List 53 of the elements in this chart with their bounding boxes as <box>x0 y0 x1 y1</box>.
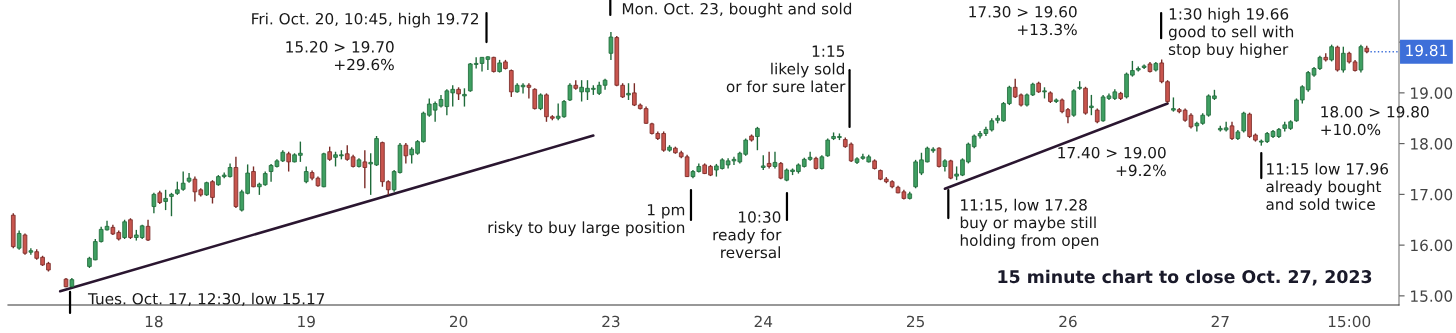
candlestick <box>403 142 409 165</box>
candlestick <box>210 179 215 205</box>
candlestick <box>509 68 514 98</box>
text: 15 minute chart to close Oct. 27, 2023 <box>998 269 1372 286</box>
annotation: 15.20 > 19.70 +29.6% <box>286 41 394 71</box>
candlestick <box>128 217 133 240</box>
candlestick <box>766 151 772 170</box>
candlestick <box>608 31 614 61</box>
annotation: 1:15 likely sold or for sure later <box>726 45 846 93</box>
y-tick-label: 18.00 <box>1411 138 1453 150</box>
candlestick <box>755 126 760 151</box>
candlestick <box>462 87 467 108</box>
annotation: 10:30 ready for reversal <box>713 211 782 259</box>
x-tick-label: 19 <box>298 315 315 328</box>
x-tick-label: 27 <box>1211 315 1229 328</box>
x-tick-label: 20 <box>449 315 468 328</box>
candlestick <box>1229 121 1235 141</box>
x-tick-label: 25 <box>907 315 924 328</box>
candlestick <box>22 232 28 256</box>
annotation: 11:15 low 17.96 already bought and sold twice <box>1266 162 1389 210</box>
x-tick-label: 18 <box>145 315 163 328</box>
y-tick-label: 15.00 <box>1411 290 1453 302</box>
candlestick <box>1358 43 1364 74</box>
x-tick-label: 26 <box>1059 315 1077 328</box>
candlestick <box>286 151 291 173</box>
annotation: Tues. Oct. 17, 12:30, low 15.17 <box>87 292 325 307</box>
y-tick-label: 16.00 <box>1411 239 1453 252</box>
y-tick-label: 17.00 <box>1411 188 1453 201</box>
candlestick <box>16 229 22 251</box>
candlestick <box>1089 94 1094 116</box>
ref-line-label: 19.81 <box>1406 44 1447 57</box>
candlestick <box>1341 45 1346 74</box>
annotation: 17.30 > 19.60 +13.3% <box>969 5 1077 36</box>
candlestick <box>772 151 778 170</box>
y-tick-label: 19.00 <box>1411 87 1453 99</box>
annotation: 17.40 > 19.00 +9.2% <box>1058 146 1166 177</box>
annotation: 11:15, low 17.28 buy or maybe still holding from open <box>960 198 1099 249</box>
x-tick-label: 23 <box>602 315 620 328</box>
candlestick <box>1335 44 1340 73</box>
candlestick <box>163 189 168 211</box>
x-tick-label: 24 <box>754 315 773 328</box>
candlestick <box>122 219 127 240</box>
candlestick <box>362 149 368 189</box>
annotation: 1:30 high 19.66 good to sell with stop buy higher <box>1168 7 1294 59</box>
x-tick-label: 15:00 <box>1328 315 1371 328</box>
candlestick <box>151 192 157 214</box>
candlestick <box>526 82 532 100</box>
annotation: Mon. Oct. 23, bought and sold <box>622 2 852 18</box>
annotation: 1 pm risky to buy large position <box>488 204 685 237</box>
annotation: Fri. Oct. 20, 10:45, high 19.72 <box>252 12 479 28</box>
candlestick <box>169 192 174 217</box>
annotation: 18.00 > 19.80 +10.0% <box>1321 106 1429 136</box>
candlestick <box>532 87 538 111</box>
